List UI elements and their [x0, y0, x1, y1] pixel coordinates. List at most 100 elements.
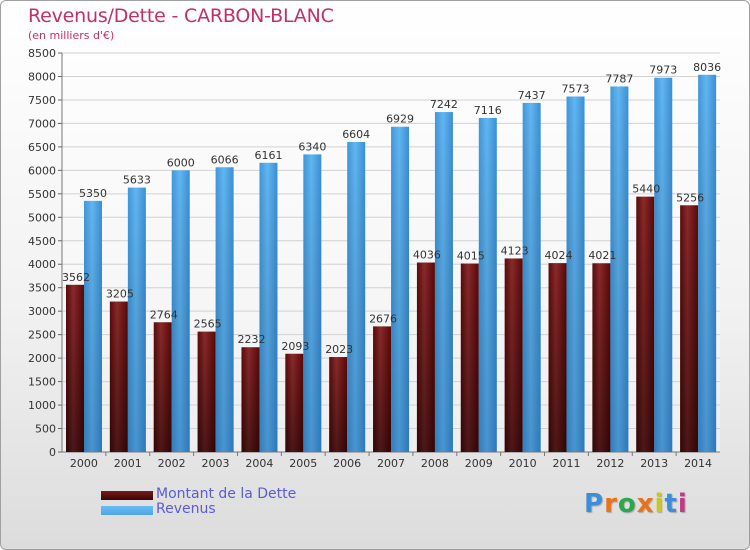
x-tick-label: 2013 [640, 457, 668, 470]
logo-letter: o [617, 489, 637, 519]
legend-swatch-revenus [101, 506, 153, 515]
x-tick-label: 2000 [70, 457, 98, 470]
legend-swatch-dette [101, 491, 153, 500]
y-tick-label: 2000 [28, 352, 56, 365]
logo-letter: x [636, 489, 655, 519]
y-tick-label: 7000 [28, 117, 56, 130]
bar-dette-shade [680, 205, 699, 452]
data-label-dette: 5440 [632, 183, 660, 196]
y-tick-label: 1500 [28, 376, 56, 389]
data-label-dette: 4036 [413, 249, 441, 262]
y-tick-label: 1000 [28, 399, 56, 412]
bar-revenus-shade [566, 96, 585, 453]
logo-letter: i [677, 489, 688, 519]
bar-dette-shade [197, 331, 216, 452]
logo-letter: i [654, 489, 665, 519]
y-tick-label: 8000 [28, 70, 56, 83]
y-tick-label: 3000 [28, 305, 56, 318]
y-tick-label: 8500 [28, 47, 56, 60]
x-tick-label: 2005 [289, 457, 317, 470]
logo-letter: r [604, 489, 618, 519]
data-label-revenus: 5633 [123, 174, 151, 187]
x-tick-label: 2008 [421, 457, 449, 470]
y-tick-label: 6500 [28, 141, 56, 154]
bar-dette-shade [285, 353, 304, 452]
y-tick-label: 5000 [28, 211, 56, 224]
bar-dette-shade [548, 263, 567, 452]
bar-revenus-shade [215, 167, 234, 452]
data-label-revenus: 6604 [342, 128, 370, 141]
bar-revenus-shade [347, 142, 366, 452]
bar-dette-shade [636, 196, 655, 452]
data-label-dette: 2232 [237, 333, 265, 346]
data-label-dette: 2764 [150, 308, 178, 321]
y-tick-label: 2500 [28, 329, 56, 342]
data-label-revenus: 7973 [649, 64, 677, 77]
y-tick-label: 7500 [28, 94, 56, 107]
bar-dette-shade [66, 284, 84, 452]
chart-title: Revenus/Dette - CARBON-BLANC [28, 5, 334, 27]
bar-dette-shade [373, 326, 392, 452]
y-tick-label: 0 [49, 446, 56, 459]
bar-dette-shade [109, 301, 128, 452]
data-label-dette: 5256 [676, 191, 704, 204]
data-label-dette: 4123 [501, 244, 529, 257]
data-label-revenus: 6066 [211, 153, 239, 166]
y-tick-label: 6000 [28, 164, 56, 177]
bar-dette-shade [153, 322, 172, 452]
x-tick-label: 2004 [245, 457, 273, 470]
data-label-dette: 3562 [62, 271, 90, 284]
bar-revenus-shade [654, 77, 673, 452]
bar-revenus-shade [434, 112, 453, 452]
data-label-revenus: 6340 [298, 140, 326, 153]
data-label-dette: 2565 [194, 318, 222, 331]
data-label-dette: 4024 [545, 249, 573, 262]
data-label-revenus: 6929 [386, 113, 414, 126]
data-label-dette: 2093 [281, 340, 309, 353]
y-tick-label: 4000 [28, 258, 56, 271]
bar-revenus-shade [171, 170, 190, 452]
bar-revenus-shade [391, 126, 410, 452]
bar-dette-shade [592, 263, 611, 452]
data-label-dette: 2023 [325, 343, 353, 356]
bar-dette-shade [504, 258, 523, 452]
bar-dette-shade [416, 262, 435, 452]
data-label-dette: 4021 [588, 249, 616, 262]
y-tick-label: 5500 [28, 188, 56, 201]
data-label-revenus: 5350 [79, 187, 107, 200]
chart-subtitle: (en milliers d'€) [28, 29, 115, 42]
bar-dette-shade [460, 263, 479, 452]
x-tick-label: 2003 [202, 457, 230, 470]
data-label-dette: 4015 [457, 250, 485, 263]
data-label-revenus: 7116 [474, 104, 502, 117]
x-tick-label: 2012 [596, 457, 624, 470]
legend-label-dette: Montant de la Dette [156, 486, 297, 502]
x-tick-label: 2009 [465, 457, 493, 470]
logo-letter: t [664, 489, 678, 519]
x-tick-label: 2010 [509, 457, 537, 470]
y-tick-label: 500 [35, 423, 56, 436]
bar-revenus-shade [84, 200, 102, 452]
legend-label-revenus: Revenus [156, 501, 216, 517]
y-tick-label: 3500 [28, 282, 56, 295]
bar-revenus-shade [127, 187, 146, 452]
data-label-revenus: 7573 [562, 83, 590, 96]
x-tick-label: 2006 [333, 457, 361, 470]
data-label-revenus: 8036 [693, 61, 721, 74]
bar-revenus-shade [478, 117, 497, 453]
x-tick-label: 2002 [158, 457, 186, 470]
x-tick-label: 2011 [552, 457, 580, 470]
data-label-dette: 2676 [369, 312, 397, 325]
data-label-revenus: 7787 [605, 72, 633, 85]
x-tick-label: 2001 [114, 457, 142, 470]
data-label-revenus: 6161 [254, 149, 282, 162]
bar-dette-shade [329, 357, 348, 452]
y-tick-label: 4500 [28, 235, 56, 248]
data-label-revenus: 7242 [430, 98, 458, 111]
bar-revenus-shade [522, 102, 541, 452]
bar-revenus-shade [698, 74, 717, 453]
bar-dette-shade [241, 347, 260, 452]
x-tick-label: 2007 [377, 457, 405, 470]
